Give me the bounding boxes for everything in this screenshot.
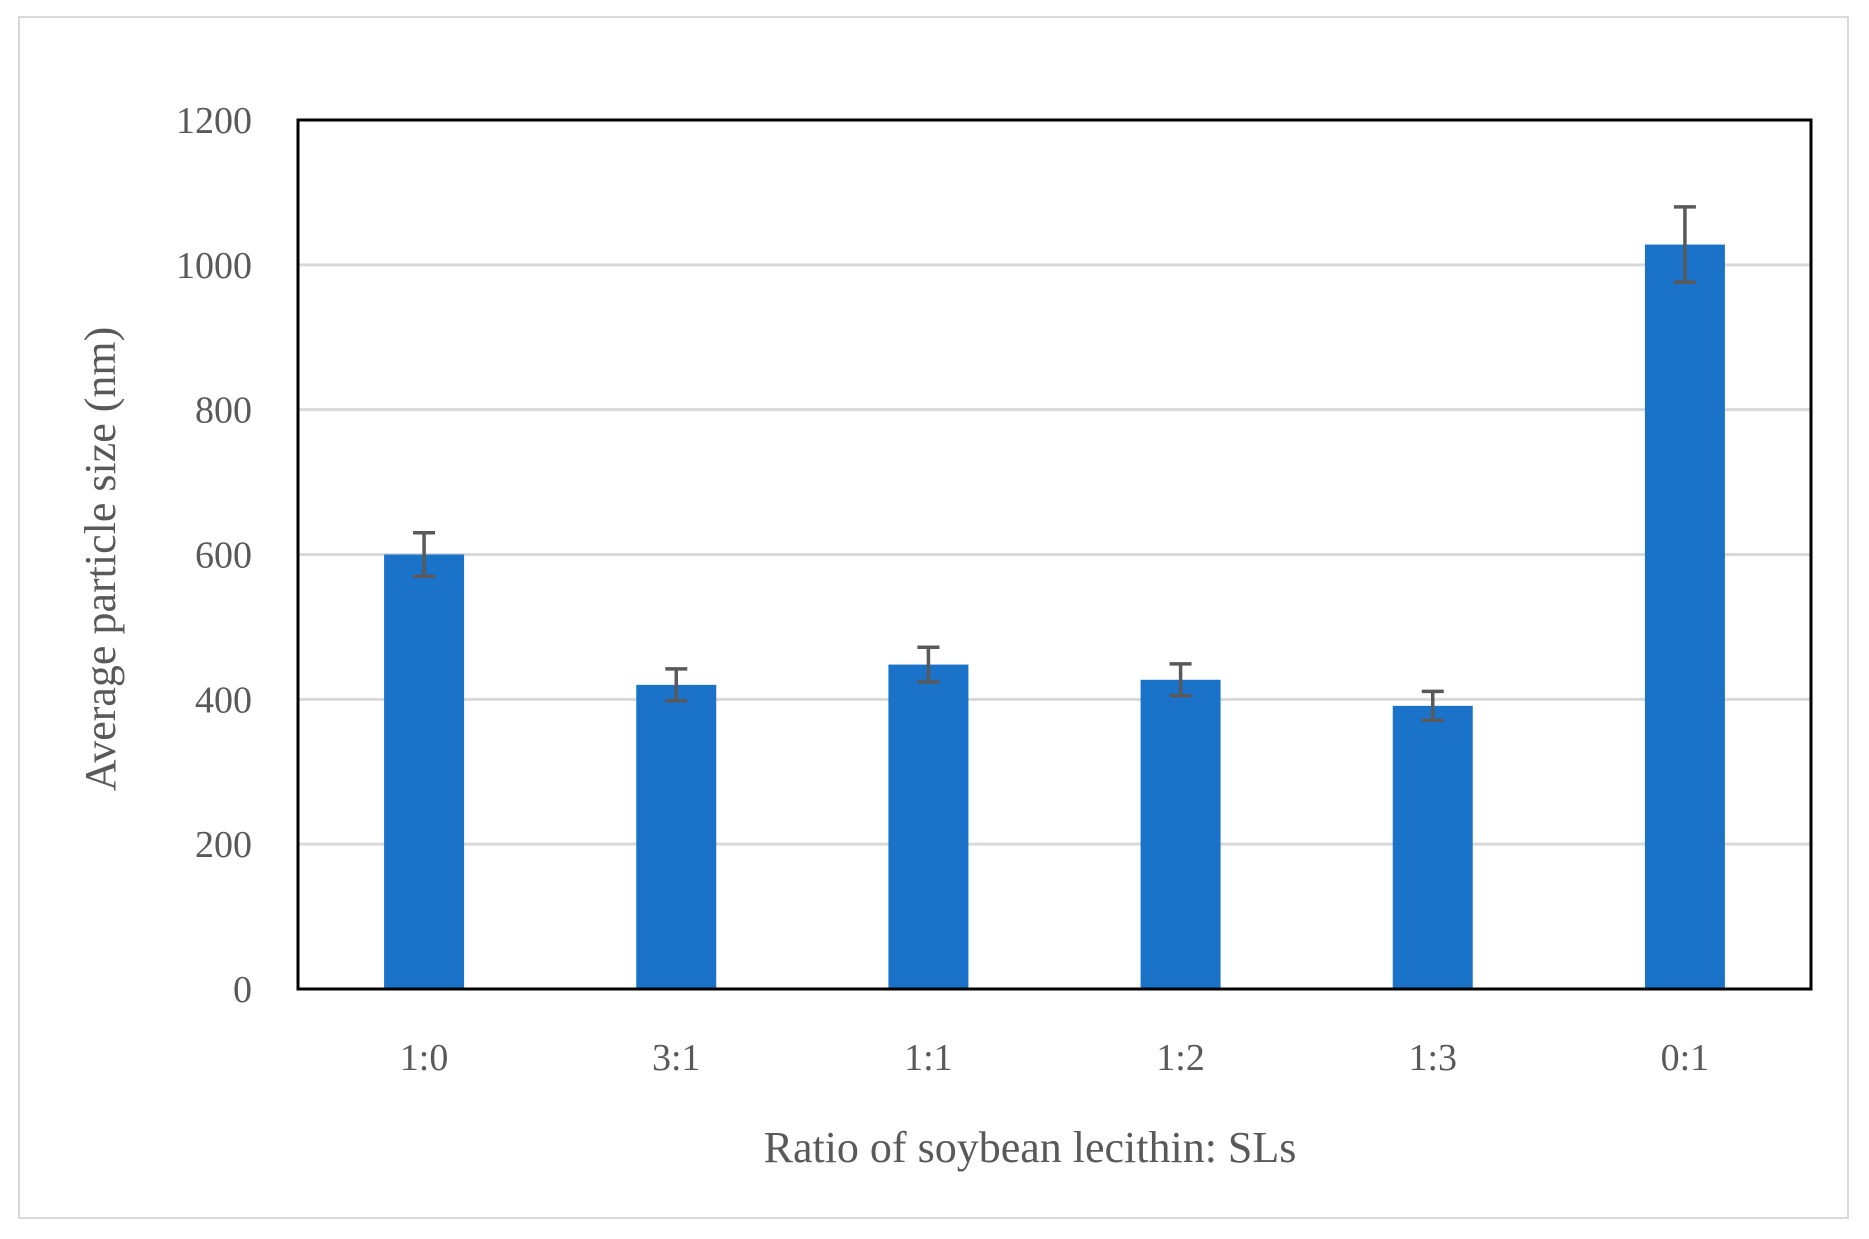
y-tick-label: 1200 <box>176 100 252 142</box>
x-tick-label: 1:0 <box>400 1037 449 1079</box>
bars <box>384 244 1725 990</box>
y-tick-label: 1000 <box>176 245 252 287</box>
plot-area-border <box>296 118 1813 991</box>
y-axis-tick-labels: 0 200 400 600 800 1000 1200 <box>176 100 252 1011</box>
y-tick-label: 200 <box>195 824 252 866</box>
error-bar-1-3 <box>1421 689 1444 723</box>
y-axis-title: Average particle size (nm) <box>76 327 125 792</box>
error-bar-1-0 <box>413 531 436 578</box>
error-bar-1-1 <box>917 645 940 684</box>
bar-1-1 <box>888 664 969 989</box>
bar-3-1 <box>636 684 717 989</box>
y-tick-label: 600 <box>195 535 252 577</box>
x-tick-label: 1:2 <box>1156 1037 1205 1079</box>
x-tick-label: 0:1 <box>1661 1037 1710 1079</box>
x-axis-tick-labels: 1:0 3:1 1:1 1:2 1:3 0:1 <box>400 1037 1709 1079</box>
chart-frame <box>18 16 1849 1219</box>
bar-1-3 <box>1392 705 1473 989</box>
error-bars <box>413 205 1696 723</box>
y-tick-label: 0 <box>233 969 252 1011</box>
gridlines <box>298 263 1811 846</box>
x-axis-title: Ratio of soybean lecithin: SLs <box>764 1123 1297 1172</box>
bar-1-0 <box>384 554 465 989</box>
error-bar-0-1 <box>1673 205 1696 284</box>
error-bar-3-1 <box>665 667 688 703</box>
y-tick-label: 400 <box>195 679 252 721</box>
x-tick-label: 1:3 <box>1408 1037 1457 1079</box>
y-tick-label: 800 <box>195 390 252 432</box>
error-bar-1-2 <box>1169 662 1192 698</box>
x-tick-label: 3:1 <box>652 1037 701 1079</box>
bar-1-2 <box>1140 679 1221 989</box>
x-tick-label: 1:1 <box>904 1037 953 1079</box>
bar-0-1 <box>1644 244 1725 990</box>
